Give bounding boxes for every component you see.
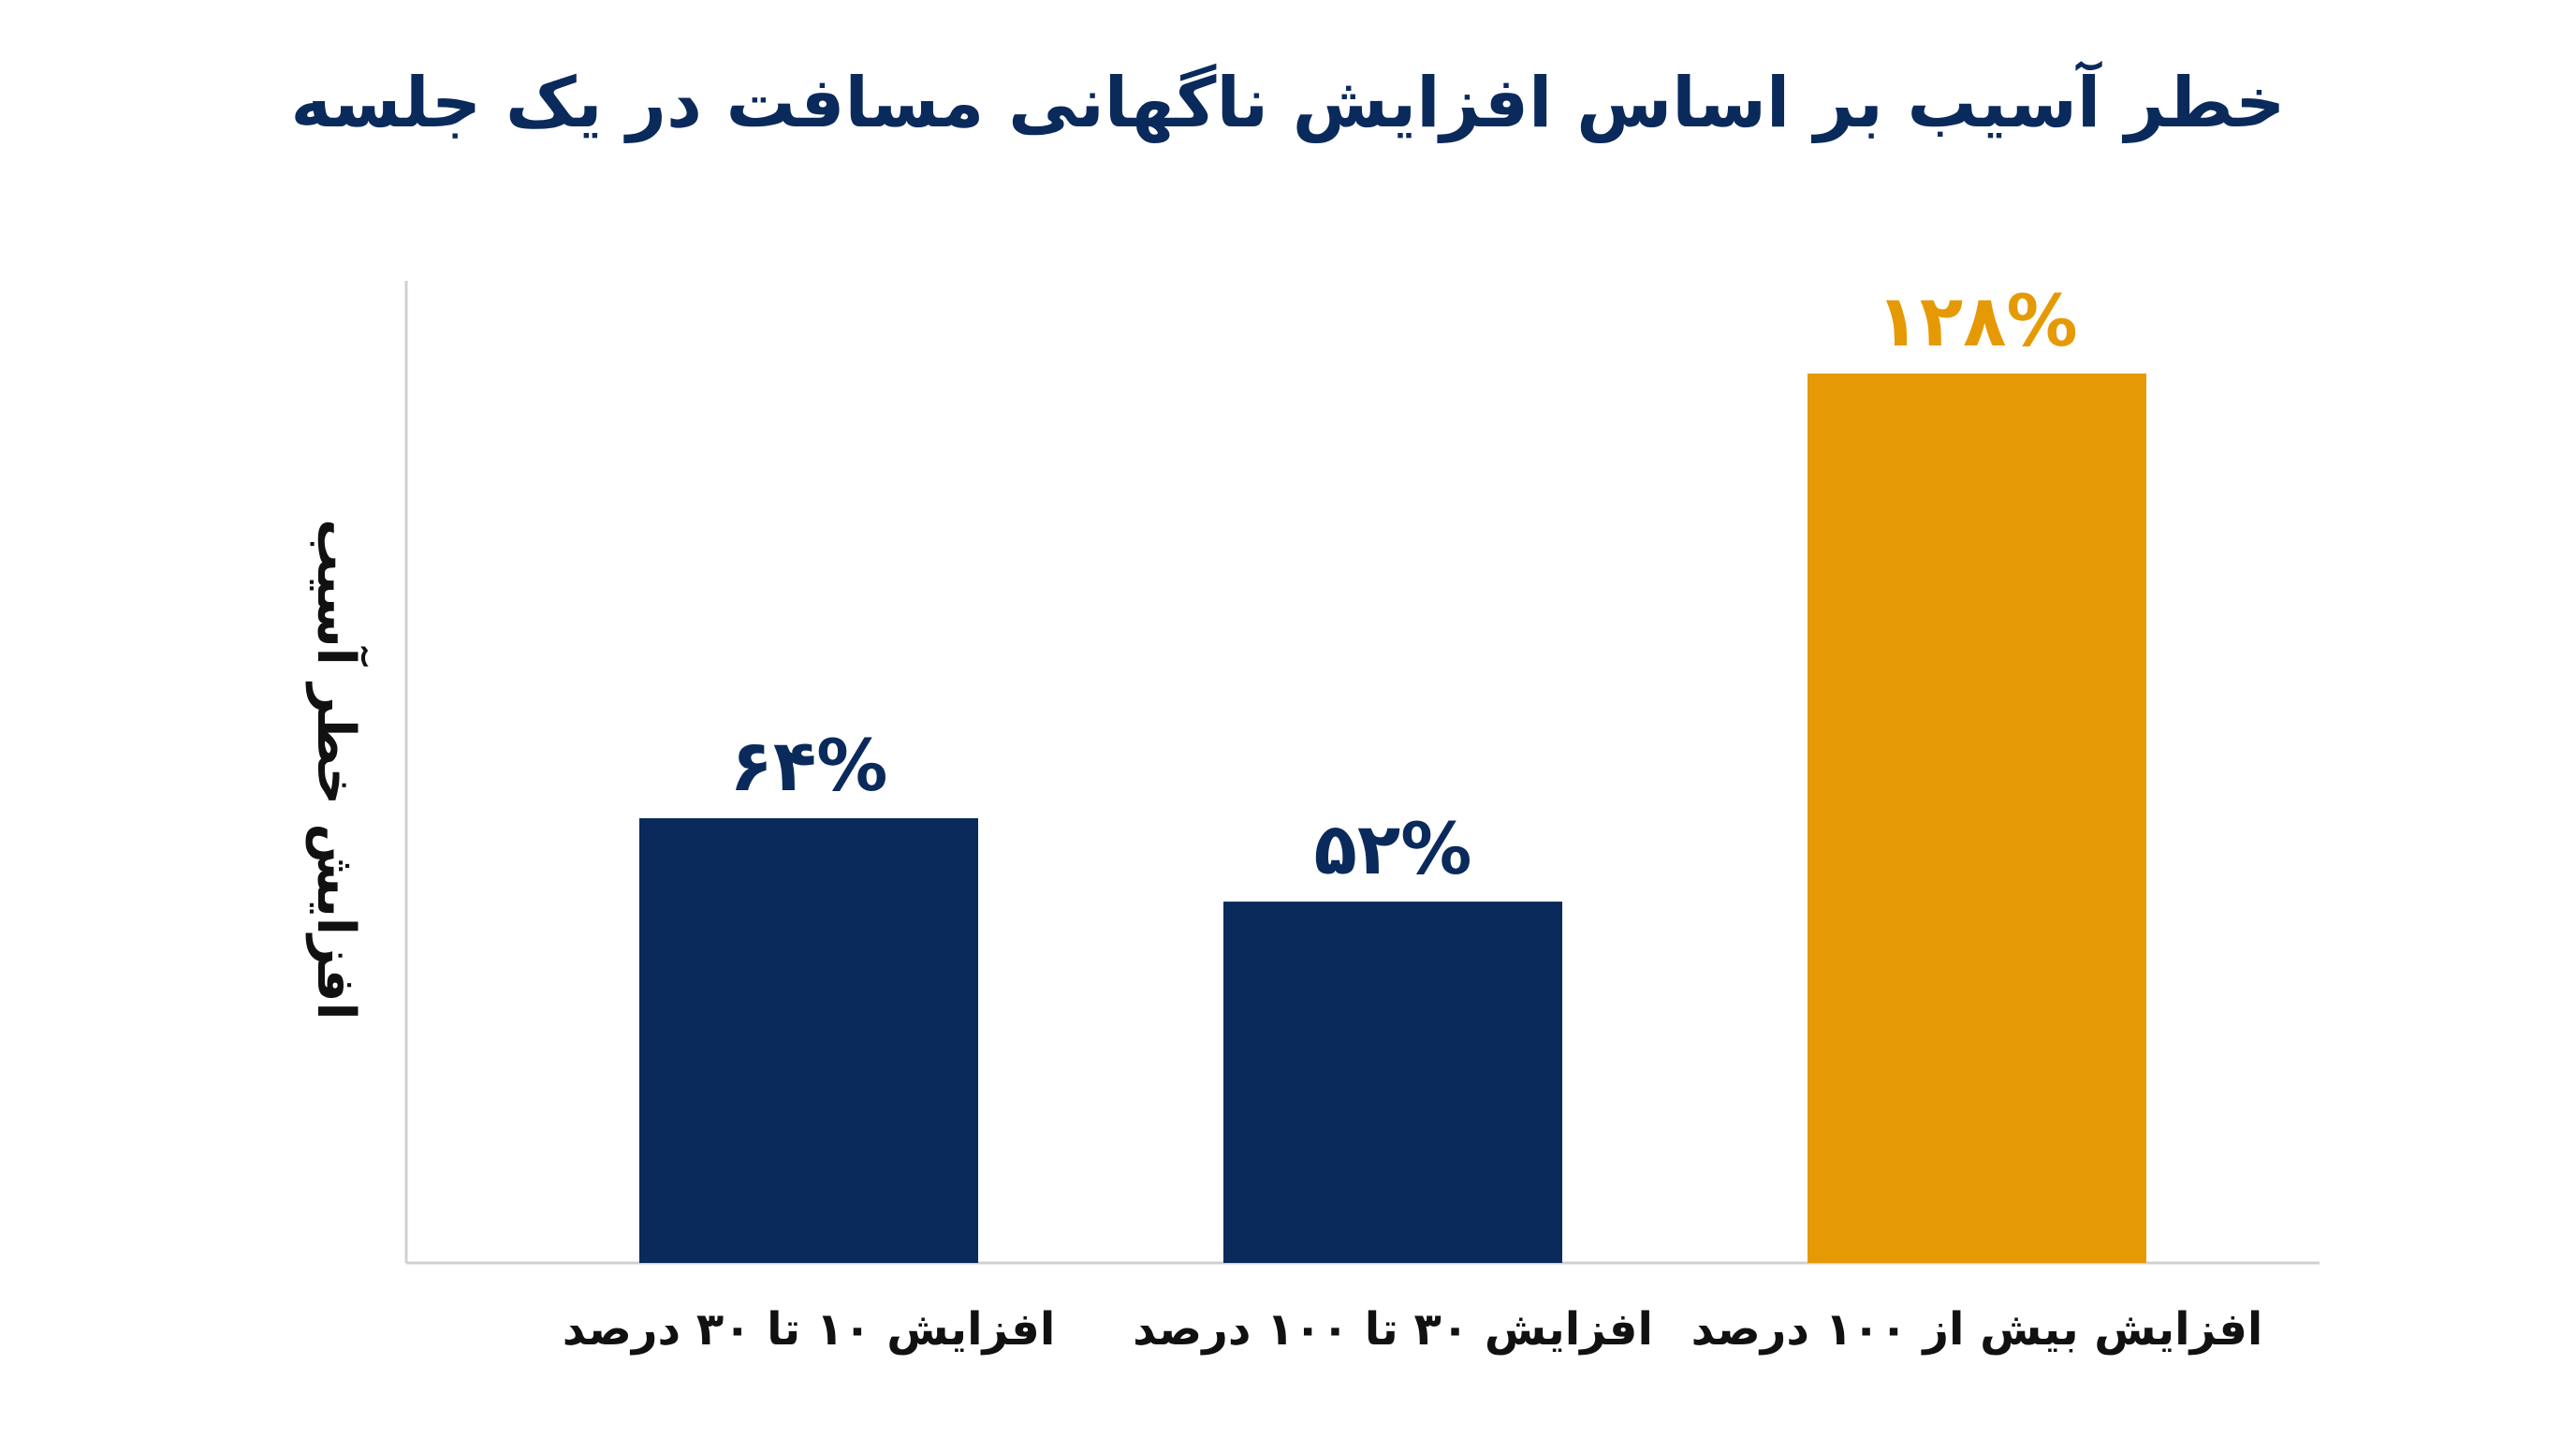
- y-axis-label: افزایش خطر آسیب: [305, 519, 369, 1020]
- bar-2: [1223, 902, 1562, 1263]
- bar-3: [1808, 374, 2146, 1263]
- category-label-2: افزایش ۳۰ تا ۱۰۰ درصد: [1133, 1303, 1653, 1356]
- chart-title: خطر آسیب بر اساس افزایش ناگهانی مسافت در…: [290, 63, 2286, 143]
- category-label-3: افزایش بیش از ۱۰۰ درصد: [1691, 1303, 2263, 1356]
- bar-1: [639, 818, 978, 1263]
- data-labels-group: ۶۴% ۵۲% ۱۲۸%: [730, 279, 2078, 890]
- data-label-1: ۶۴%: [730, 724, 888, 807]
- category-label-1: افزایش ۱۰ تا ۳۰ درصد: [563, 1303, 1056, 1356]
- data-label-2: ۵۲%: [1314, 807, 1472, 890]
- data-label-3: ۱۲۸%: [1876, 279, 2077, 362]
- category-labels-group: افزایش ۱۰ تا ۳۰ درصد افزایش ۳۰ تا ۱۰۰ درص…: [563, 1303, 2263, 1356]
- bars-group: [639, 374, 2146, 1263]
